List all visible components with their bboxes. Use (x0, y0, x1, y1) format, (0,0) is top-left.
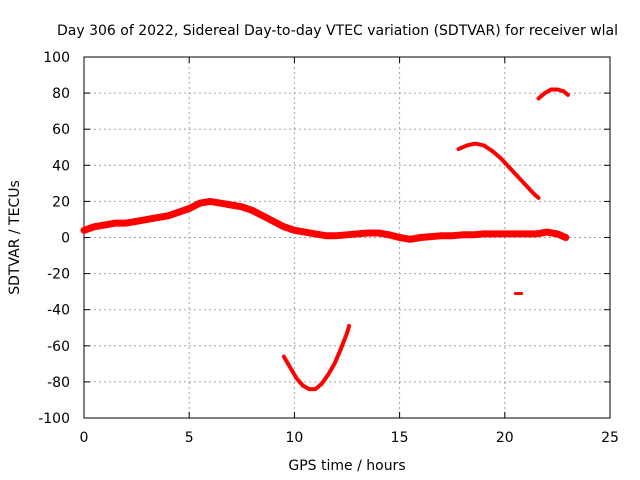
y-tick-label: 20 (52, 194, 70, 210)
y-tick-label: -100 (38, 411, 70, 427)
y-tick-label: 60 (52, 122, 70, 138)
y-tick-label: 0 (61, 231, 70, 247)
y-tick-label: 100 (43, 50, 70, 66)
x-tick-label: 20 (496, 430, 514, 446)
y-tick-label: -60 (47, 339, 70, 355)
x-tick-label: 0 (80, 430, 89, 446)
series-line-3 (536, 87, 570, 101)
x-tick-label: 25 (601, 430, 619, 446)
y-tick-label: -40 (47, 303, 70, 319)
x-tick-label: 15 (391, 430, 409, 446)
x-tick-label: 5 (185, 430, 194, 446)
y-tick-label: 80 (52, 86, 70, 102)
y-tick-label: -80 (47, 375, 70, 391)
series-line-0 (80, 197, 570, 243)
series-line-2 (456, 141, 541, 200)
y-tick-label: -20 (47, 267, 70, 283)
data-series (80, 87, 570, 392)
x-axis-label: GPS time / hours (288, 458, 405, 474)
axis-ticks: 0 5 10 15 20 25 -100 -80 -60 -40 -20 0 20 40 60 80 100 (38, 50, 619, 446)
y-axis-label: SDTVAR / TECUs (7, 180, 23, 295)
series-line-1 (281, 323, 352, 392)
chart-title: Day 306 of 2022, Sidereal Day-to-day VTE… (57, 23, 618, 39)
x-tick-label: 10 (285, 430, 303, 446)
y-tick-label: 40 (52, 158, 70, 174)
